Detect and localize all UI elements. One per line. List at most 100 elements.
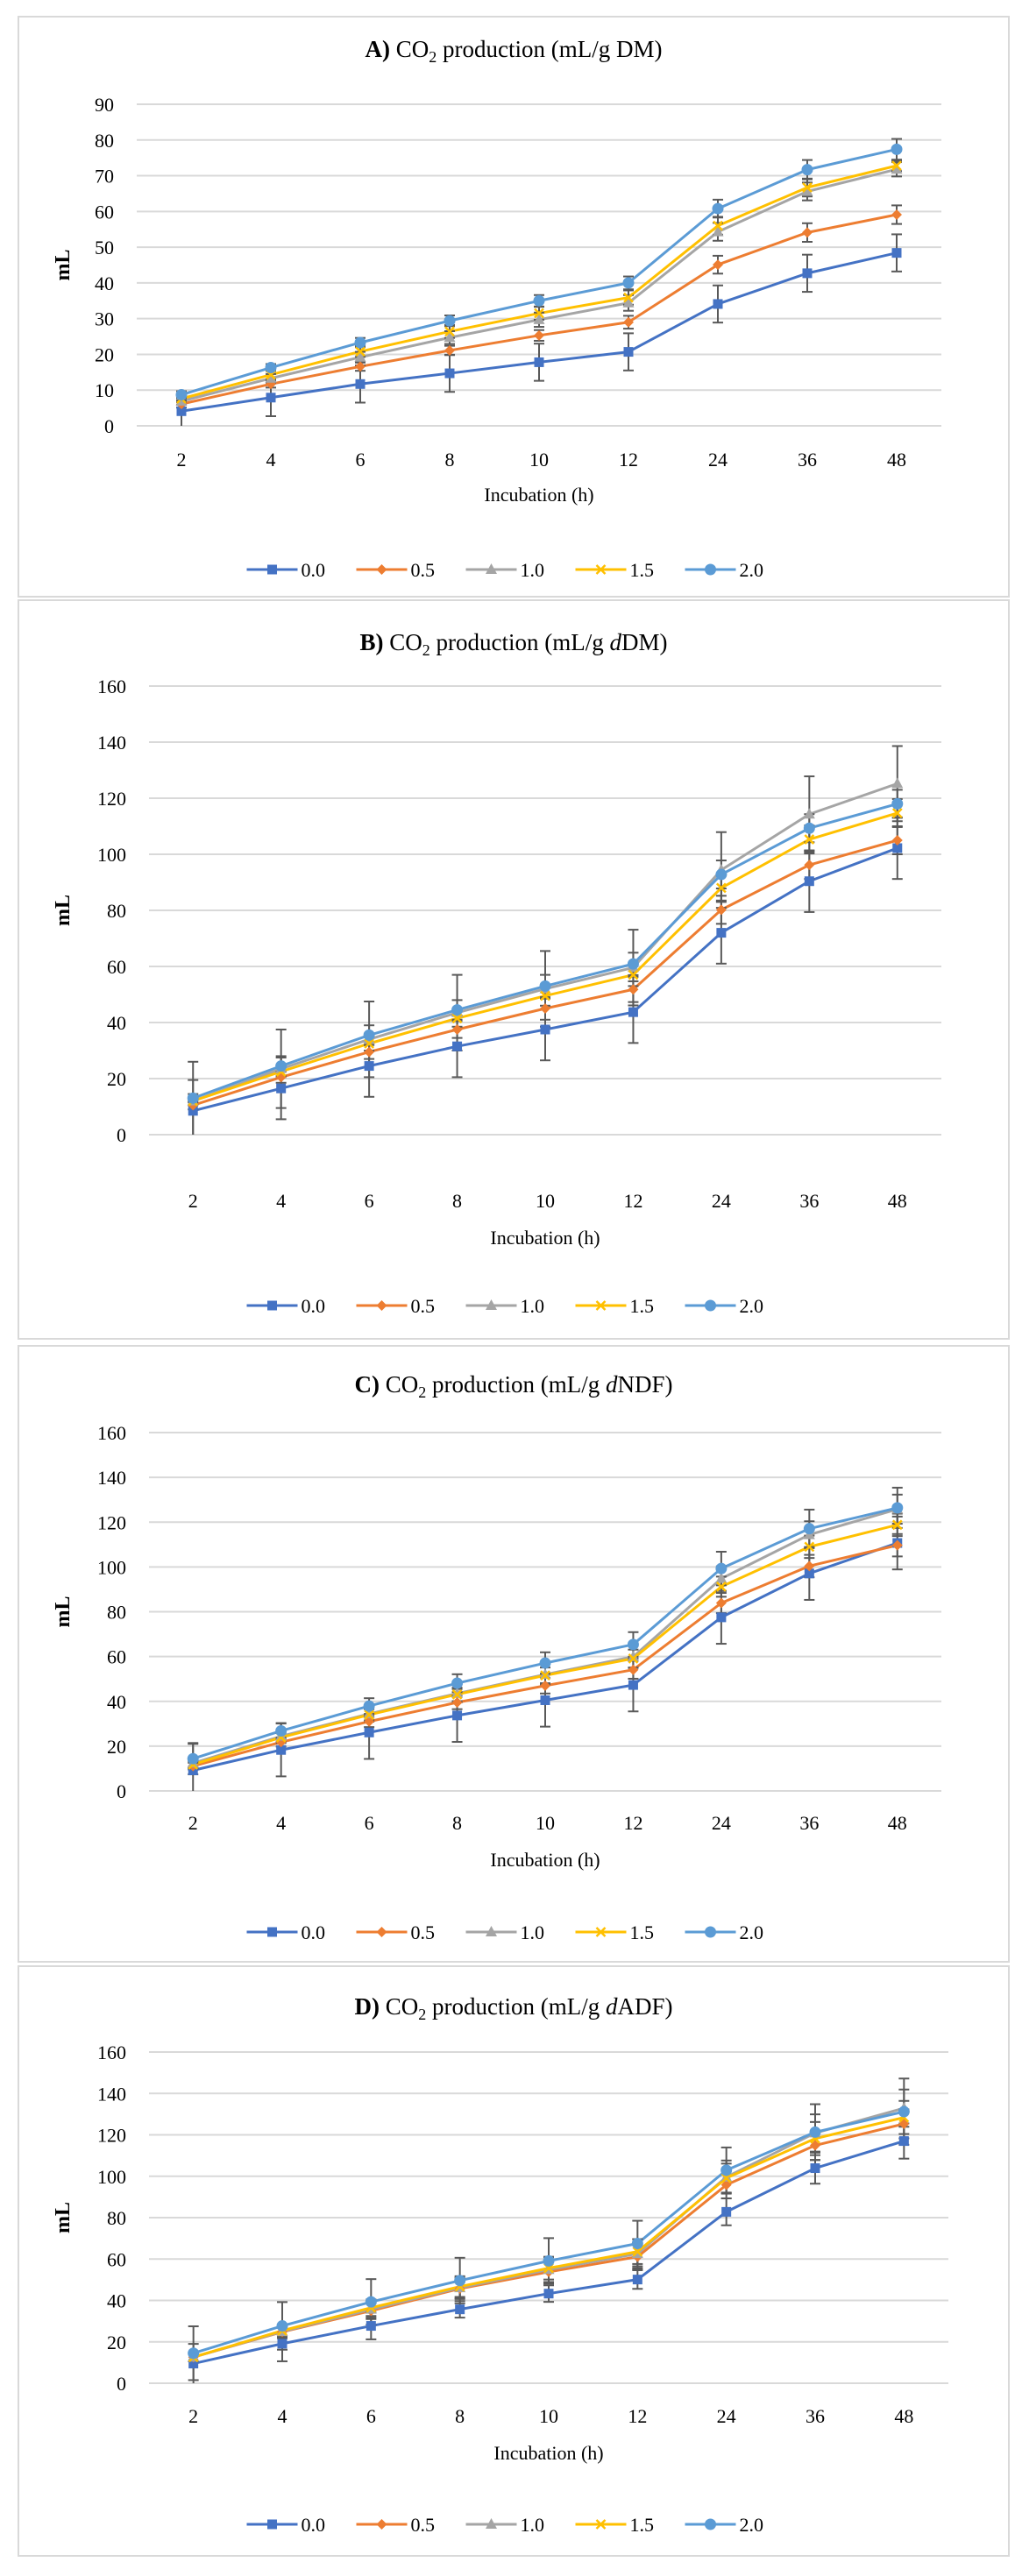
data-point <box>716 1612 727 1623</box>
legend-label: 1.0 <box>521 2514 545 2536</box>
data-point <box>803 1523 815 1535</box>
data-point <box>540 1003 550 1014</box>
y-tick-label: 100 <box>97 1556 126 1578</box>
data-point <box>265 372 277 383</box>
y-tick-label: 40 <box>107 2290 126 2312</box>
legend-label: 2.0 <box>740 2514 764 2536</box>
data-point <box>891 835 903 846</box>
y-tick-label: 80 <box>107 1602 126 1624</box>
x-tick-label: 24 <box>717 2405 736 2427</box>
y-tick-label: 20 <box>107 1068 126 1090</box>
data-point <box>188 1106 198 1116</box>
data-point <box>365 2296 377 2308</box>
x-tick-label: 6 <box>356 449 366 471</box>
data-point <box>363 1029 375 1041</box>
x-tick-label: 48 <box>888 1812 907 1834</box>
data-point <box>628 984 639 995</box>
data-point <box>898 2105 910 2118</box>
legend-label: 0.5 <box>411 559 436 581</box>
legend-label: 1.0 <box>521 1921 545 1943</box>
legend-item-1.0: 1.0 <box>465 1921 545 1943</box>
x-tick-label: 8 <box>452 1812 462 1834</box>
legend-item-0.0: 0.0 <box>246 1921 325 1943</box>
legend-item-0.0: 0.0 <box>246 2514 326 2536</box>
chart-panel-a: A) CO2 production (mL/g DM) 0 10 20 30 40 50 60… <box>18 16 1010 598</box>
legend-item-2.0: 2.0 <box>685 1295 764 1317</box>
y-tick-label: 100 <box>97 844 126 866</box>
legend-marker-icon <box>267 564 277 575</box>
y-tick-label: 80 <box>107 900 126 922</box>
y-tick-label: 50 <box>95 237 114 258</box>
data-point <box>804 834 815 845</box>
data-point <box>451 1013 463 1024</box>
data-point <box>804 1541 815 1553</box>
data-point <box>892 843 903 853</box>
data-point <box>891 1539 903 1551</box>
data-point <box>451 1004 464 1016</box>
y-tick-label: 120 <box>97 1511 126 1533</box>
chart-title: B) CO2 production (mL/g dDM) <box>360 629 668 659</box>
legend-label: 1.0 <box>521 1295 545 1317</box>
data-point <box>804 1560 815 1572</box>
legend-marker-icon <box>376 1300 387 1311</box>
data-point <box>715 1562 728 1575</box>
error-bars-2.0 <box>188 1486 903 1776</box>
legend-label: 0.0 <box>302 559 326 581</box>
data-point <box>891 797 904 810</box>
legend-label: 2.0 <box>740 1295 764 1317</box>
legend-marker-icon <box>705 1926 716 1938</box>
data-point <box>801 185 813 196</box>
x-tick-label: 8 <box>452 1190 462 1212</box>
data-point <box>622 296 635 308</box>
x-tick-label: 4 <box>276 1190 286 1212</box>
data-point <box>539 1657 551 1669</box>
y-tick-label: 0 <box>117 1124 126 1146</box>
data-point <box>266 393 276 403</box>
legend-marker-icon <box>705 563 716 576</box>
chart-panel-d: D) CO2 production (mL/g dADF) 0 20 40 60 80 10… <box>18 1965 1010 2557</box>
x-tick-label: 4 <box>276 1812 286 1834</box>
x-axis-title: Incubation (h) <box>490 1227 600 1249</box>
data-point <box>276 1083 287 1093</box>
chart-title: C) CO2 production (mL/g dNDF) <box>355 1371 673 1401</box>
data-point <box>539 1668 551 1680</box>
panel-label: C) <box>355 1371 380 1398</box>
x-tick-label: 12 <box>623 1812 642 1834</box>
data-point <box>720 2172 732 2183</box>
y-tick-label: 120 <box>97 788 126 810</box>
data-point <box>627 958 639 970</box>
data-point <box>891 248 902 258</box>
legend-item-1.0: 1.0 <box>465 1295 545 1317</box>
error-bars-2.0 <box>188 2077 910 2381</box>
data-point <box>543 2254 555 2267</box>
data-point <box>804 876 814 887</box>
chart-d-svg: D) CO2 production (mL/g dADF) 0 20 40 60 80 10… <box>52 1993 948 2536</box>
data-point <box>891 143 903 155</box>
data-point <box>628 1664 639 1675</box>
y-tick-label: 40 <box>95 272 114 294</box>
x-tick-label: 6 <box>365 1190 374 1212</box>
x-tick-label: 4 <box>266 449 276 471</box>
data-point <box>804 860 815 871</box>
legend-marker-icon <box>376 564 387 575</box>
y-tick-label: 30 <box>95 308 114 330</box>
legend-label: 0.0 <box>302 2514 326 2536</box>
legend-item-1.0: 1.0 <box>465 559 544 581</box>
markers-0.0 <box>188 843 903 1116</box>
y-tick-label: 60 <box>95 201 114 223</box>
chart-b-svg: B) CO2 production (mL/g dDM)020406080100… <box>52 629 941 1317</box>
markers-0.0 <box>188 2136 909 2369</box>
x-tick-label: 24 <box>708 449 728 471</box>
data-point <box>802 227 813 238</box>
x-tick-label: 4 <box>278 2405 287 2427</box>
data-point <box>627 1638 639 1651</box>
data-point <box>452 1041 463 1051</box>
data-point <box>277 2339 287 2349</box>
data-point <box>540 990 550 1001</box>
data-point <box>720 2164 733 2176</box>
data-point <box>444 331 456 343</box>
data-point <box>188 2359 199 2369</box>
data-point <box>455 2304 465 2315</box>
data-point <box>534 308 544 319</box>
legend-marker-icon <box>486 1926 497 1936</box>
